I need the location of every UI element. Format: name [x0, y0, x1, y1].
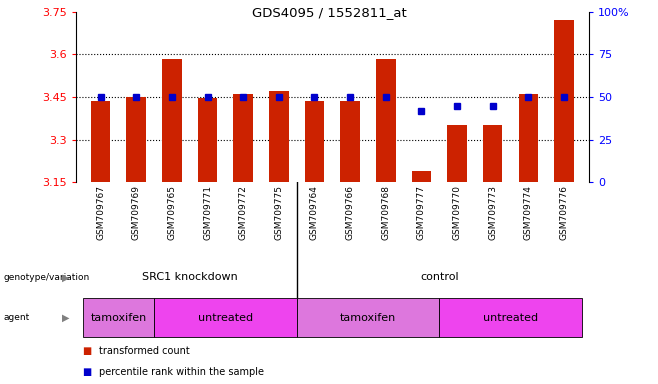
Text: untreated: untreated: [198, 313, 253, 323]
Text: GSM709767: GSM709767: [96, 185, 105, 240]
Text: GSM709765: GSM709765: [167, 185, 176, 240]
Text: GSM709777: GSM709777: [417, 185, 426, 240]
Bar: [269, 91, 289, 182]
Text: ■: ■: [82, 346, 91, 356]
Bar: [297, 298, 440, 337]
Text: SRC1 knockdown: SRC1 knockdown: [142, 272, 238, 283]
Bar: [305, 101, 324, 182]
Bar: [519, 94, 538, 182]
Text: agent: agent: [3, 313, 30, 322]
Text: GSM709774: GSM709774: [524, 185, 533, 240]
Bar: [440, 298, 582, 337]
Bar: [126, 97, 146, 182]
Text: untreated: untreated: [483, 313, 538, 323]
Bar: [340, 101, 360, 182]
Bar: [376, 58, 395, 182]
Text: GSM709771: GSM709771: [203, 185, 212, 240]
Text: GSM709770: GSM709770: [453, 185, 461, 240]
Text: GSM709769: GSM709769: [132, 185, 141, 240]
Text: ▶: ▶: [63, 272, 70, 283]
Bar: [91, 101, 111, 182]
Text: control: control: [420, 272, 459, 283]
Text: GSM709768: GSM709768: [381, 185, 390, 240]
Text: GSM709773: GSM709773: [488, 185, 497, 240]
Bar: [412, 171, 431, 182]
Text: GSM709776: GSM709776: [559, 185, 569, 240]
Bar: [483, 126, 503, 182]
Text: transformed count: transformed count: [99, 346, 190, 356]
Bar: [198, 98, 217, 182]
Bar: [83, 298, 154, 337]
Text: ■: ■: [82, 367, 91, 377]
Text: GSM709772: GSM709772: [239, 185, 247, 240]
Bar: [234, 94, 253, 182]
Text: GSM709775: GSM709775: [274, 185, 284, 240]
Text: ▶: ▶: [63, 313, 70, 323]
Text: GSM709764: GSM709764: [310, 185, 319, 240]
Text: genotype/variation: genotype/variation: [3, 273, 89, 282]
Bar: [447, 126, 467, 182]
Text: GSM709766: GSM709766: [345, 185, 355, 240]
Text: tamoxifen: tamoxifen: [340, 313, 396, 323]
Text: GDS4095 / 1552811_at: GDS4095 / 1552811_at: [251, 6, 407, 19]
Bar: [154, 298, 297, 337]
Text: percentile rank within the sample: percentile rank within the sample: [99, 367, 264, 377]
Text: tamoxifen: tamoxifen: [90, 313, 147, 323]
Bar: [554, 20, 574, 182]
Bar: [162, 58, 182, 182]
